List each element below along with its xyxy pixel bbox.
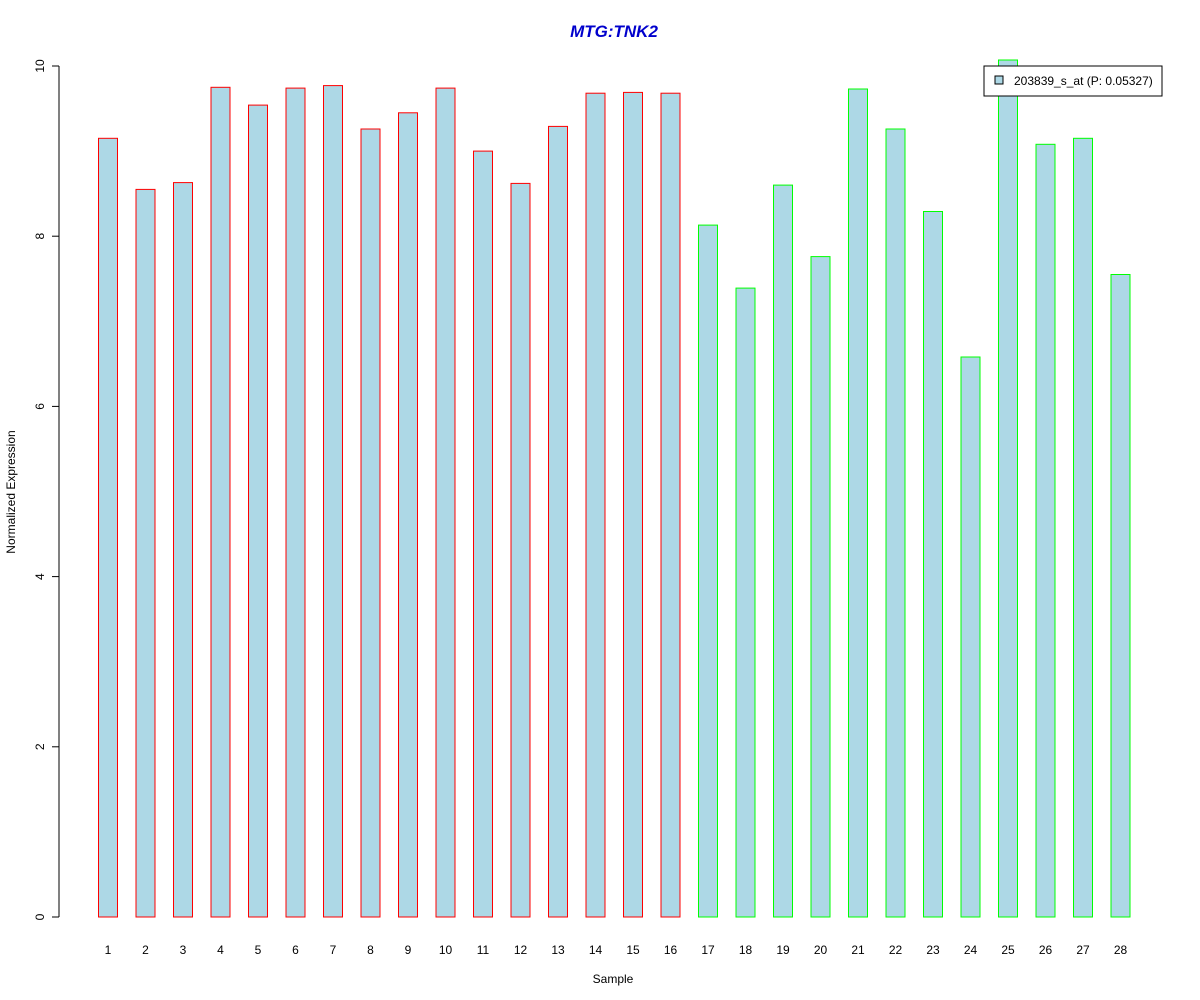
y-tick-label-6: 6: [33, 403, 47, 410]
x-tick-label-28: 28: [1114, 943, 1128, 957]
x-tick-label-23: 23: [926, 943, 940, 957]
x-tick-label-10: 10: [439, 943, 453, 957]
x-tick-label-6: 6: [292, 943, 299, 957]
bar-sample-21: [848, 88, 868, 918]
legend-entry-label: 203839_s_at (P: 0.05327): [1014, 74, 1153, 88]
y-axis: 0 2 4 6 8 10: [33, 59, 60, 920]
bar-sample-9: [398, 112, 418, 918]
bar-sample-13: [548, 125, 568, 918]
bar-sample-6: [285, 87, 306, 918]
bar-sample-2: [135, 188, 156, 918]
x-tick-label-2: 2: [142, 943, 149, 957]
y-tick-label-2: 2: [33, 743, 47, 750]
y-tick-label-0: 0: [33, 913, 47, 920]
bar-sample-3: [173, 182, 193, 918]
bar-sample-19: [773, 184, 793, 918]
bar-sample-18: [735, 287, 756, 918]
bar-sample-16: [660, 92, 681, 918]
legend: 203839_s_at (P: 0.05327): [983, 65, 1163, 97]
bar-sample-24: [960, 356, 981, 918]
bars-layer: [98, 59, 1131, 918]
x-tick-label-22: 22: [889, 943, 903, 957]
bar-sample-17: [698, 224, 718, 918]
bar-sample-14: [585, 92, 606, 918]
y-tick-label-4: 4: [33, 573, 47, 580]
bar-sample-23: [923, 211, 943, 918]
x-tick-label-18: 18: [739, 943, 753, 957]
x-tick-label-8: 8: [367, 943, 374, 957]
bar-sample-12: [510, 182, 531, 918]
x-tick-label-25: 25: [1001, 943, 1015, 957]
x-tick-label-15: 15: [626, 943, 640, 957]
bar-sample-28: [1110, 274, 1131, 918]
x-tick-label-9: 9: [405, 943, 412, 957]
x-tick-label-17: 17: [701, 943, 715, 957]
y-tick-label-10: 10: [33, 59, 47, 73]
bar-sample-25: [998, 59, 1018, 918]
x-axis-label: Sample: [593, 972, 634, 986]
x-tick-label-7: 7: [330, 943, 337, 957]
bar-sample-10: [435, 87, 456, 918]
legend-swatch: [994, 75, 1004, 85]
x-tick-label-24: 24: [964, 943, 978, 957]
x-tick-label-5: 5: [255, 943, 262, 957]
bar-sample-8: [360, 128, 381, 918]
y-tick-label-8: 8: [33, 233, 47, 240]
x-tick-label-12: 12: [514, 943, 528, 957]
y-axis-label: Normalized Expression: [4, 430, 18, 553]
bar-sample-5: [248, 104, 268, 918]
x-tick-label-27: 27: [1076, 943, 1090, 957]
x-tick-label-21: 21: [851, 943, 865, 957]
x-tick-label-20: 20: [814, 943, 828, 957]
x-tick-label-3: 3: [180, 943, 187, 957]
chart-title: MTG:TNK2: [570, 22, 658, 41]
bar-sample-11: [473, 150, 493, 918]
x-tick-label-19: 19: [776, 943, 790, 957]
x-tick-label-11: 11: [477, 943, 490, 957]
bar-sample-26: [1035, 143, 1056, 918]
legend-box: [983, 65, 1163, 97]
x-tick-label-13: 13: [551, 943, 565, 957]
bar-sample-20: [810, 256, 831, 918]
x-tick-label-14: 14: [589, 943, 603, 957]
bar-sample-15: [623, 91, 643, 918]
bar-sample-7: [323, 85, 343, 918]
bar-sample-1: [98, 137, 118, 918]
x-tick-label-26: 26: [1039, 943, 1053, 957]
x-tick-label-16: 16: [664, 943, 678, 957]
bar-sample-22: [885, 128, 906, 918]
bar-sample-27: [1073, 137, 1093, 918]
x-tick-label-1: 1: [105, 943, 112, 957]
x-tick-label-4: 4: [217, 943, 224, 957]
x-axis-labels: 1 2 3 4 5 6 7 8 9 10 11 12 13 14 15 16 17 18 19 20 21 22 23 24 2…: [105, 943, 1128, 957]
bar-sample-4: [210, 86, 231, 918]
